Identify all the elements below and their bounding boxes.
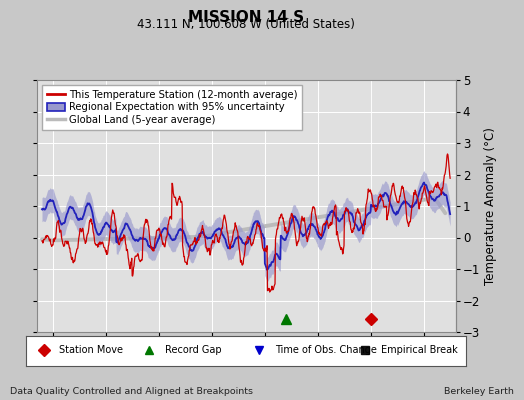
Text: Record Gap: Record Gap	[165, 345, 222, 355]
Y-axis label: Temperature Anomaly (°C): Temperature Anomaly (°C)	[484, 127, 497, 285]
Text: Empirical Break: Empirical Break	[380, 345, 457, 355]
Text: Data Quality Controlled and Aligned at Breakpoints: Data Quality Controlled and Aligned at B…	[10, 387, 254, 396]
Text: Time of Obs. Change: Time of Obs. Change	[275, 345, 377, 355]
Text: Station Move: Station Move	[59, 345, 123, 355]
Text: 43.111 N, 100.608 W (United States): 43.111 N, 100.608 W (United States)	[137, 18, 355, 31]
Text: Berkeley Earth: Berkeley Earth	[444, 387, 514, 396]
Legend: This Temperature Station (12-month average), Regional Expectation with 95% uncer: This Temperature Station (12-month avera…	[42, 85, 302, 130]
Text: MISSION 14 S: MISSION 14 S	[188, 10, 304, 25]
